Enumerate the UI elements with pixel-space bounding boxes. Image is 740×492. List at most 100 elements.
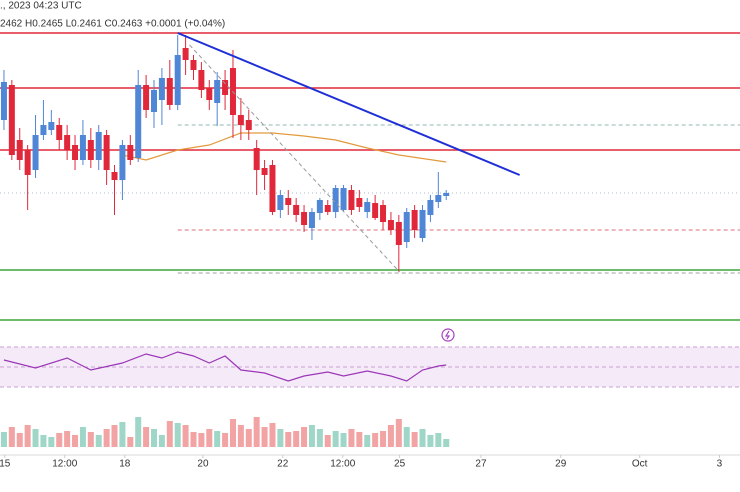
candle (395, 215, 402, 272)
rsi-line (3, 351, 447, 382)
x-tick-label: 25 (394, 459, 406, 470)
volume-bar (285, 432, 292, 447)
candle-body (64, 135, 71, 150)
candle-body (293, 205, 300, 215)
candle-body (79, 135, 86, 160)
x-tick-label: Oct (632, 459, 648, 470)
volume-bar (111, 425, 118, 447)
candle (135, 70, 142, 162)
candle (119, 140, 126, 200)
moving-average (122, 132, 447, 163)
candle-body (72, 145, 79, 160)
x-tick-label: 27 (475, 459, 487, 470)
candle (174, 35, 181, 110)
volume-bar (301, 427, 308, 447)
candle-body (143, 85, 150, 110)
x-tick-label: 3 (717, 459, 723, 470)
candle (72, 135, 79, 170)
volume-bar (340, 433, 347, 447)
volume-bar (332, 431, 339, 447)
volume-bar (443, 439, 450, 447)
volume-bar (380, 431, 387, 447)
candle (16, 128, 23, 170)
candle (419, 205, 426, 242)
candle-body (277, 195, 284, 210)
candle-body (308, 212, 315, 228)
candle (206, 80, 213, 110)
candle-body (87, 140, 94, 160)
x-tick-label: 20 (197, 459, 209, 470)
candle (277, 190, 284, 218)
candle-body (340, 188, 347, 210)
candle-body (56, 125, 63, 140)
candle-body (182, 48, 189, 60)
candle (222, 70, 229, 110)
candle-body (151, 90, 158, 112)
candle-body (48, 122, 55, 130)
candle (324, 200, 331, 215)
candle (64, 125, 71, 160)
candle-body (95, 132, 102, 160)
candle (348, 185, 355, 215)
candle-body (214, 80, 221, 103)
x-tick-label: 18 (119, 459, 131, 470)
candle (253, 140, 260, 195)
volume-bar (24, 425, 31, 447)
candle-body (40, 125, 47, 135)
candle-body (111, 172, 118, 180)
volume-bar (198, 433, 205, 447)
candle-body (0, 82, 7, 120)
candle (190, 55, 197, 80)
candle-body (443, 193, 450, 196)
candle (214, 72, 221, 126)
candle (48, 110, 55, 135)
volume-bar (166, 421, 173, 447)
volume-bar (253, 417, 260, 447)
x-tick-label: 22 (277, 459, 289, 470)
candle (372, 195, 379, 220)
candle (245, 110, 252, 140)
volume-bar (214, 431, 221, 447)
candle-body (135, 85, 142, 158)
candle (269, 160, 276, 215)
candle (24, 145, 31, 210)
volume-bar (411, 432, 418, 447)
volume-bar (143, 427, 150, 447)
volume-bar (174, 423, 181, 447)
candle (87, 128, 94, 168)
volume-bar (316, 429, 323, 447)
volume-bar (261, 427, 268, 447)
volume-bar (237, 425, 244, 447)
candle (8, 80, 15, 160)
candle-body (198, 70, 205, 90)
candle-body (127, 145, 134, 160)
volume-bar (308, 425, 315, 447)
candle (316, 198, 323, 220)
candle-body (395, 222, 402, 245)
candle (127, 135, 134, 165)
candle (0, 70, 7, 130)
candle (443, 190, 450, 200)
candle (158, 68, 165, 125)
candle-body (332, 188, 339, 212)
volume-bar (119, 422, 126, 447)
volume-bar (95, 435, 102, 447)
candle (166, 60, 173, 110)
candle (427, 195, 434, 222)
candle-body (324, 205, 331, 212)
volume-bar (16, 433, 23, 447)
volume-bar (364, 435, 371, 447)
volume-bar (229, 419, 236, 447)
candle-body (419, 210, 426, 238)
trend-line (177, 32, 521, 176)
volume-bar (8, 427, 15, 447)
candle-body (269, 165, 276, 212)
candle-body (356, 198, 363, 207)
candle (261, 160, 268, 190)
volume-bar (190, 432, 197, 447)
candle (293, 198, 300, 222)
alert-icon (441, 328, 455, 342)
volume-bar (324, 435, 331, 447)
volume-bar (127, 437, 134, 447)
volume-bar (222, 433, 229, 447)
